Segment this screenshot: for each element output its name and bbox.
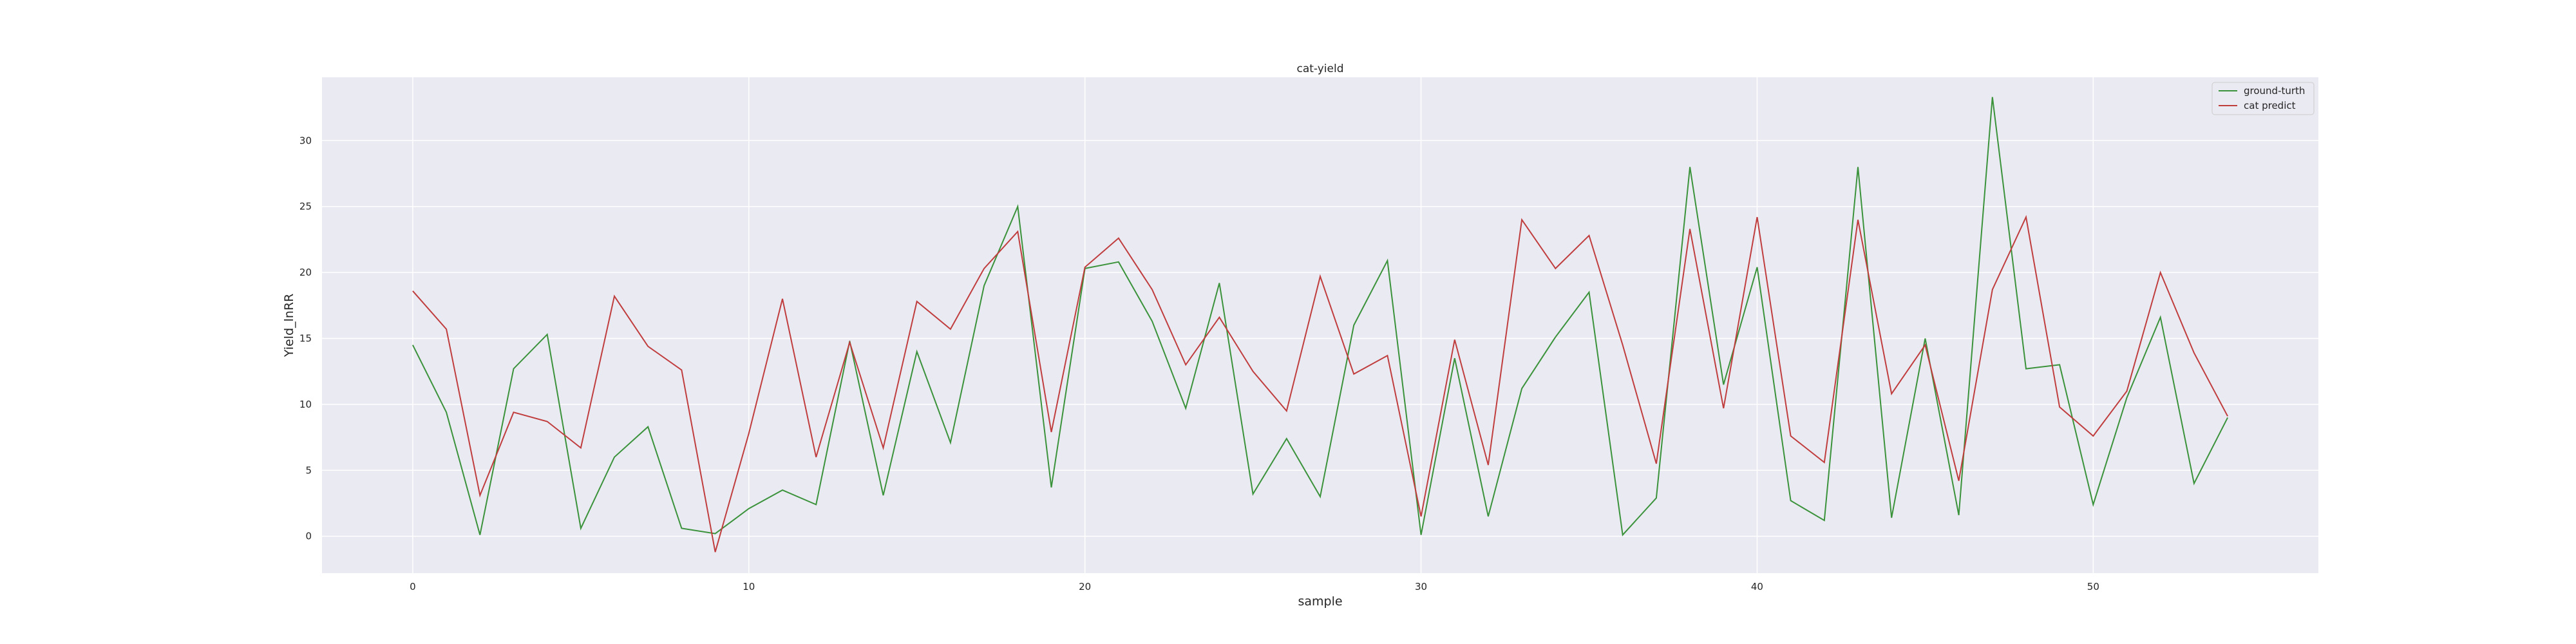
legend-box bbox=[2211, 82, 2315, 115]
chart-title: cat-yield bbox=[1296, 62, 1343, 75]
y-tick-label: 20 bbox=[299, 267, 312, 278]
y-tick-label: 15 bbox=[299, 332, 312, 344]
y-tick-label: 30 bbox=[299, 135, 312, 146]
series-layer bbox=[412, 97, 2228, 553]
y-tick-label: 0 bbox=[305, 531, 312, 542]
x-tick-label: 0 bbox=[410, 581, 416, 592]
legend: ground-turth cat predict bbox=[2211, 82, 2315, 115]
x-gridlines bbox=[412, 77, 2094, 573]
legend-label-ground-turth: ground-turth bbox=[2244, 85, 2305, 97]
y-tick-label: 10 bbox=[299, 399, 312, 410]
y-tick-labels: 0 5 10 15 20 25 30 bbox=[299, 135, 312, 542]
x-tick-label: 10 bbox=[743, 581, 755, 592]
y-gridlines bbox=[322, 140, 2318, 537]
x-tick-label: 30 bbox=[1415, 581, 1427, 592]
x-tick-label: 50 bbox=[2087, 581, 2099, 592]
y-axis-label: Yield_lnRR bbox=[282, 294, 296, 357]
legend-label-cat-predict: cat predict bbox=[2244, 100, 2296, 111]
x-tick-label: 40 bbox=[1751, 581, 1763, 592]
series-line-ground-turth bbox=[412, 97, 2228, 536]
x-axis-label: sample bbox=[1298, 594, 1342, 609]
y-tick-label: 25 bbox=[299, 201, 312, 213]
series-line-cat-predict bbox=[412, 214, 2228, 553]
y-tick-label: 5 bbox=[305, 464, 312, 476]
plot-area bbox=[322, 77, 2318, 573]
x-tick-labels: 0 10 20 30 40 50 bbox=[410, 581, 2099, 592]
x-tick-label: 20 bbox=[1079, 581, 1091, 592]
